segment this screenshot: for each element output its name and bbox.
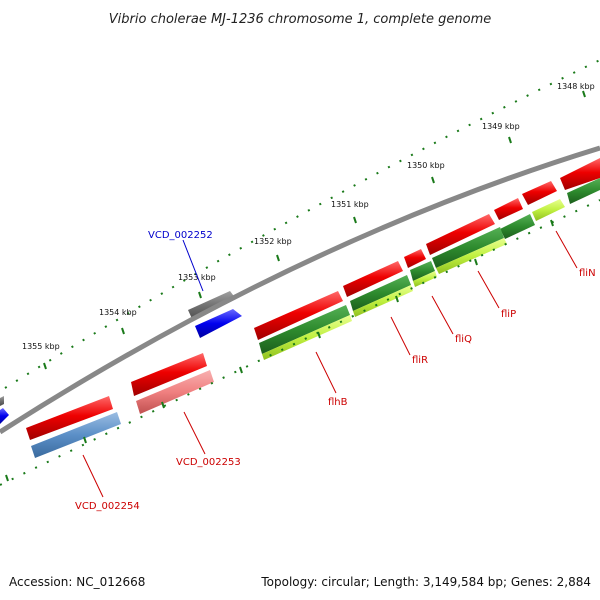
gene-vcd-002254-steel[interactable] [31,412,121,458]
tick-ring [4,59,600,389]
gene-flhB-green[interactable] [259,305,350,354]
label-vcd-002252[interactable]: VCD_002252 [148,230,213,241]
tick-label-1354: 1354 kbp [99,308,137,317]
cds-flhB[interactable] [254,291,343,340]
tick-label-1353: 1353 kbp [178,273,216,282]
major-tick-1354 [121,327,125,335]
gene-vcd-002252-blue[interactable] [195,309,242,338]
gene-fliQ-lime[interactable] [436,238,507,274]
label-fliP[interactable]: fliP [501,309,516,320]
leader-fliP [477,270,500,309]
chromosome-backbone [0,145,600,435]
leader-vcd-002252 [182,239,204,292]
cds-fliR[interactable] [404,249,426,268]
label-leaders [82,230,578,498]
gene-fliR-green[interactable] [410,261,435,281]
cds-vcd-002254[interactable] [26,396,113,440]
leader-fliR [390,316,411,356]
label-vcd-002253[interactable]: VCD_002253 [176,457,241,468]
major-tick-1351 [353,216,357,224]
cds-flhB-upper[interactable] [343,261,403,297]
label-vcd-002254[interactable]: VCD_002254 [75,501,140,512]
cds-track [26,158,600,440]
label-fliR[interactable]: fliR [412,355,428,366]
cds-fliP[interactable] [522,181,557,205]
inner-major-tick-6 [161,401,165,409]
gene-flhB-upper-green[interactable] [350,275,411,311]
tick-label-1349: 1349 kbp [482,122,520,131]
inner-major-tick-5 [239,366,243,374]
major-tick-1353 [198,291,202,299]
gene-fliN-green[interactable] [567,178,600,204]
gene-left-edge-gray[interactable] [0,396,4,406]
major-tick-1352 [276,254,280,262]
cds-fliQ[interactable] [426,214,495,255]
gene-left-edge-blue[interactable] [0,408,9,424]
cds-vcd-002253[interactable] [131,353,207,396]
label-flhB[interactable]: flhB [328,397,348,408]
leader-vcd-002253 [183,411,206,455]
inner-tick-ring [0,199,600,486]
inner-major-tick-7 [83,436,87,444]
gene-fliQ-green[interactable] [432,227,504,268]
major-tick-1350 [431,176,435,184]
tick-label-1351: 1351 kbp [331,200,369,209]
tick-label-1348: 1348 kbp [557,82,595,91]
accession-text: Accession: NC_012668 [9,575,145,589]
major-tick-1348 [582,90,586,98]
inner-major-tick-1 [550,219,554,227]
cds-fliN-region[interactable] [560,158,600,190]
gene-flhB-upper-lime[interactable] [353,285,413,317]
inner-major-tick-3 [395,295,399,303]
leader-fliQ [431,295,454,335]
gene-fliR-lime[interactable] [413,271,437,287]
gene-vcd-002253-pink[interactable] [136,370,214,414]
label-fliN[interactable]: fliN [579,268,596,279]
map-title: Vibrio cholerae MJ-1236 chromosome 1, co… [109,12,491,27]
inner-major-tick-2 [474,258,478,266]
inner-major-tick-4 [317,331,321,339]
label-fliQ[interactable]: fliQ [455,334,472,345]
tick-label-1355: 1355 kbp [22,342,60,351]
major-tick-1355 [43,362,47,370]
gene-fliP-green[interactable] [500,214,535,239]
cds-fliQ-upper[interactable] [494,198,523,220]
gene-fliP-lime[interactable] [532,199,565,221]
inner-major-tick-8 [5,474,9,482]
leader-fliN [555,230,578,269]
tick-label-1352: 1352 kbp [254,237,292,246]
major-tick-1349 [508,136,512,144]
tick-label-1350: 1350 kbp [407,161,445,170]
leader-vcd-002254 [82,454,104,498]
summary-text: Topology: circular; Length: 3,149,584 bp… [260,575,591,589]
leader-flhB [315,351,337,394]
